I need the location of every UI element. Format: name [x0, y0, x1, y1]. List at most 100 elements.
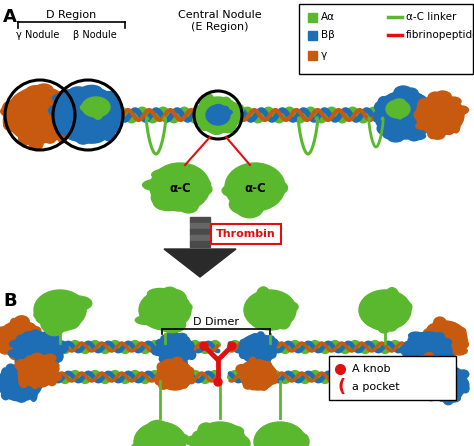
Ellipse shape [147, 289, 173, 299]
Ellipse shape [228, 111, 239, 122]
Ellipse shape [50, 372, 62, 381]
Text: Thrombin: Thrombin [216, 229, 276, 239]
Ellipse shape [447, 345, 456, 357]
Ellipse shape [408, 131, 420, 141]
Ellipse shape [0, 321, 42, 357]
Ellipse shape [159, 317, 185, 333]
Ellipse shape [29, 335, 43, 342]
Text: Bβ: Bβ [321, 30, 335, 40]
Ellipse shape [47, 376, 56, 385]
Ellipse shape [264, 362, 272, 371]
Polygon shape [164, 249, 236, 277]
Ellipse shape [162, 287, 178, 300]
Ellipse shape [54, 87, 122, 143]
Ellipse shape [416, 95, 464, 135]
Ellipse shape [415, 356, 424, 365]
Ellipse shape [414, 109, 429, 120]
Ellipse shape [417, 379, 429, 391]
Ellipse shape [385, 288, 399, 306]
Ellipse shape [378, 321, 391, 333]
Ellipse shape [29, 363, 44, 372]
Ellipse shape [425, 387, 432, 394]
Ellipse shape [249, 381, 257, 390]
Ellipse shape [433, 379, 441, 384]
Ellipse shape [384, 315, 398, 331]
Ellipse shape [26, 323, 34, 329]
Ellipse shape [386, 301, 407, 316]
Ellipse shape [388, 93, 405, 104]
Ellipse shape [239, 349, 246, 358]
Ellipse shape [240, 339, 246, 347]
Ellipse shape [263, 186, 279, 201]
Ellipse shape [0, 327, 11, 334]
Text: fibrinopeptide: fibrinopeptide [406, 30, 474, 40]
Ellipse shape [224, 117, 237, 129]
Ellipse shape [455, 337, 467, 345]
Ellipse shape [264, 300, 289, 312]
Ellipse shape [169, 302, 183, 314]
Ellipse shape [408, 368, 418, 374]
Ellipse shape [31, 339, 42, 349]
Ellipse shape [443, 121, 455, 134]
Ellipse shape [81, 85, 102, 96]
Ellipse shape [443, 352, 453, 359]
Ellipse shape [272, 426, 292, 440]
Ellipse shape [218, 443, 234, 446]
Ellipse shape [184, 372, 192, 380]
Circle shape [228, 342, 236, 350]
Ellipse shape [382, 124, 398, 139]
Ellipse shape [0, 330, 10, 337]
Ellipse shape [56, 120, 73, 136]
Ellipse shape [182, 182, 212, 197]
Ellipse shape [246, 355, 254, 361]
Ellipse shape [0, 384, 11, 391]
Ellipse shape [418, 366, 429, 374]
Ellipse shape [161, 335, 171, 341]
Ellipse shape [181, 382, 187, 388]
Ellipse shape [0, 342, 8, 350]
Ellipse shape [18, 372, 25, 383]
Ellipse shape [222, 185, 242, 196]
Ellipse shape [182, 337, 190, 345]
Ellipse shape [197, 109, 204, 116]
Ellipse shape [359, 290, 411, 330]
Ellipse shape [254, 358, 265, 365]
Ellipse shape [424, 108, 444, 124]
Ellipse shape [452, 109, 465, 115]
Ellipse shape [269, 373, 278, 380]
Ellipse shape [196, 432, 223, 442]
Ellipse shape [209, 124, 224, 134]
Ellipse shape [376, 116, 394, 128]
Ellipse shape [364, 304, 391, 318]
Ellipse shape [36, 356, 49, 362]
Ellipse shape [6, 87, 74, 143]
Bar [190, 223, 210, 229]
Ellipse shape [455, 106, 468, 114]
Text: α-C: α-C [169, 182, 191, 195]
FancyBboxPatch shape [299, 4, 473, 74]
Ellipse shape [198, 423, 214, 438]
Ellipse shape [418, 117, 428, 127]
Ellipse shape [256, 287, 270, 305]
Ellipse shape [457, 370, 469, 378]
Ellipse shape [24, 87, 42, 103]
Ellipse shape [407, 132, 426, 140]
Ellipse shape [29, 134, 43, 151]
Ellipse shape [394, 99, 405, 104]
Ellipse shape [1, 368, 9, 380]
Bar [190, 235, 210, 241]
Ellipse shape [430, 130, 445, 139]
Ellipse shape [453, 370, 461, 380]
Ellipse shape [223, 440, 250, 446]
Ellipse shape [19, 376, 28, 388]
Ellipse shape [237, 180, 253, 192]
Ellipse shape [203, 431, 222, 444]
Ellipse shape [141, 431, 161, 446]
Ellipse shape [25, 347, 40, 357]
Ellipse shape [63, 303, 86, 319]
Ellipse shape [34, 84, 54, 98]
Ellipse shape [48, 104, 71, 117]
Text: (: ( [338, 378, 346, 396]
Ellipse shape [18, 132, 30, 145]
Ellipse shape [156, 372, 165, 379]
